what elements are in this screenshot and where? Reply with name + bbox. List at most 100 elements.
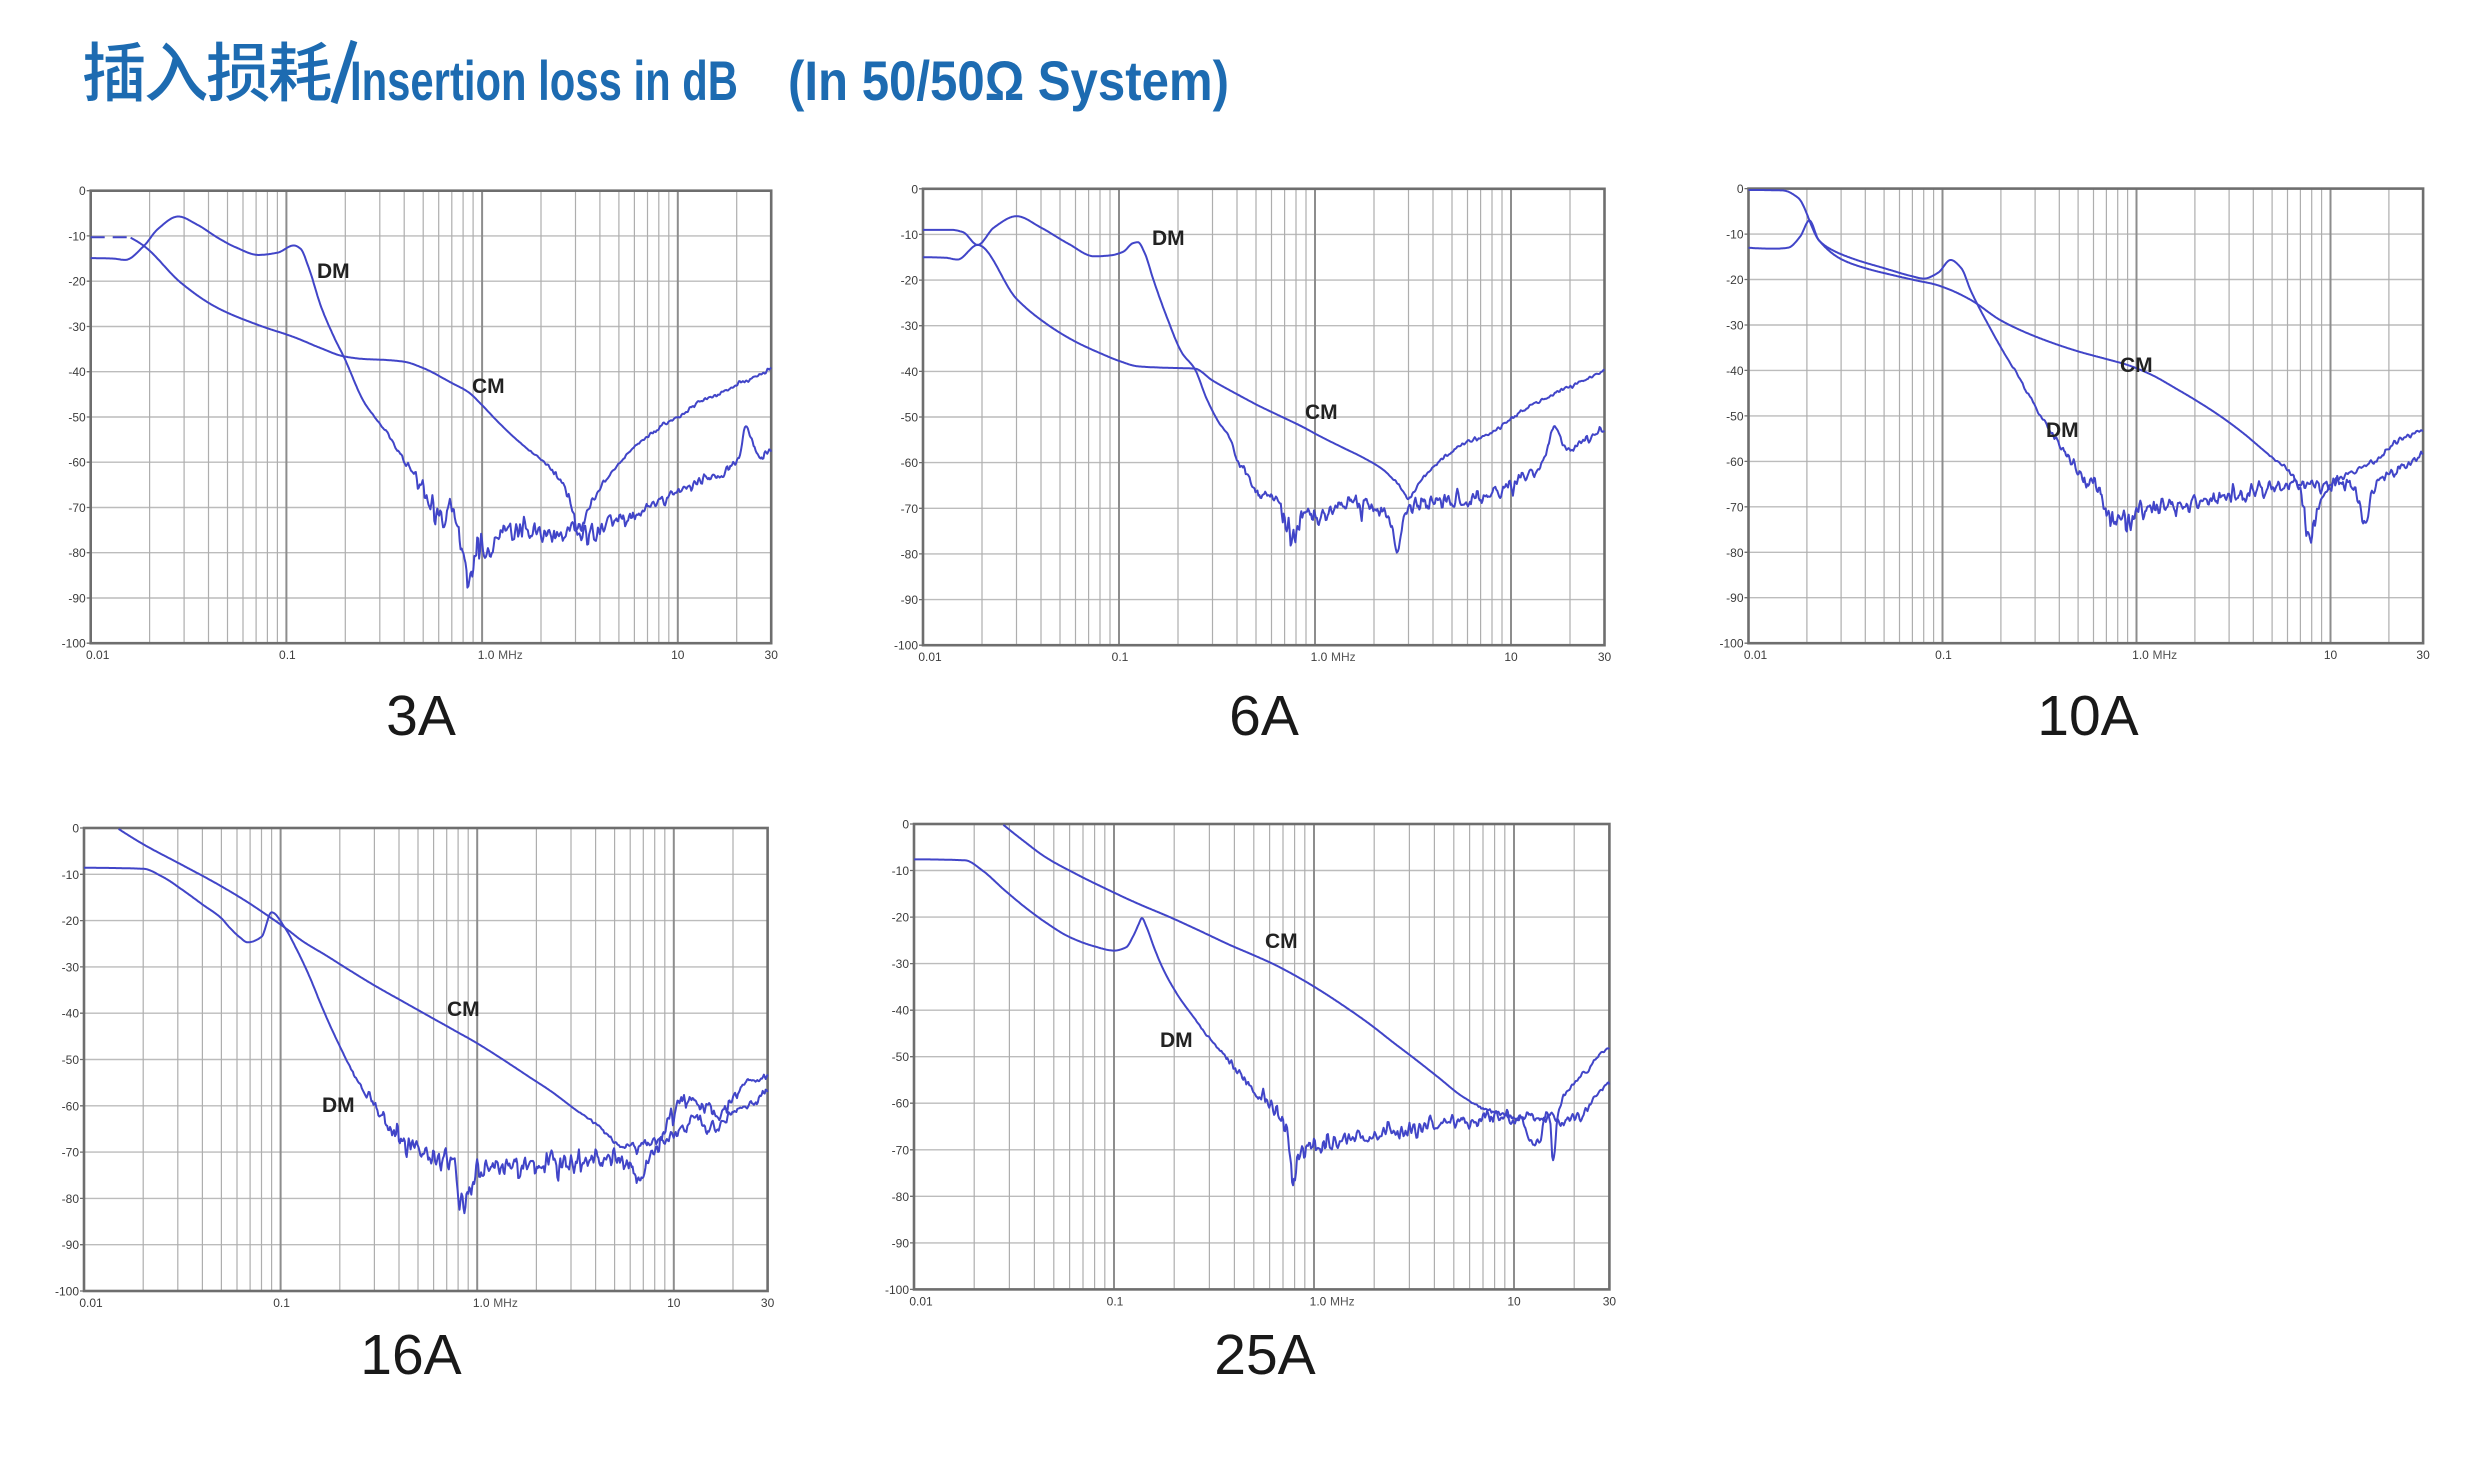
svg-text:-100: -100 (885, 1283, 909, 1297)
svg-text:0.01: 0.01 (86, 648, 110, 662)
svg-text:-40: -40 (1726, 364, 1744, 378)
svg-text:-10: -10 (68, 229, 86, 243)
svg-text:-70: -70 (901, 502, 919, 516)
svg-text:(In 50/50Ω System): (In 50/50Ω System) (788, 49, 1229, 112)
svg-text:MHz: MHz (493, 1296, 518, 1310)
svg-text:10: 10 (671, 648, 685, 662)
svg-text:-100: -100 (1719, 637, 1743, 651)
svg-text:10: 10 (2324, 648, 2338, 662)
svg-text:DM: DM (2046, 419, 2079, 442)
svg-text:DM: DM (1160, 1029, 1193, 1052)
svg-text:1.0: 1.0 (478, 648, 495, 662)
svg-text:-70: -70 (892, 1143, 910, 1157)
svg-text:-60: -60 (892, 1097, 910, 1111)
svg-text:10: 10 (667, 1296, 681, 1310)
svg-text:16A: 16A (360, 1323, 461, 1387)
svg-text:MHz: MHz (2153, 648, 2178, 662)
svg-text:CM: CM (2120, 354, 2153, 377)
svg-text:-60: -60 (62, 1099, 80, 1113)
svg-text:25A: 25A (1214, 1323, 1315, 1387)
svg-text:0.1: 0.1 (1107, 1294, 1124, 1308)
svg-text:0: 0 (79, 184, 86, 198)
svg-text:0: 0 (902, 818, 909, 832)
svg-text:10: 10 (1507, 1294, 1521, 1308)
svg-text:-100: -100 (55, 1285, 79, 1299)
svg-text:-10: -10 (62, 868, 80, 882)
svg-text:MHz: MHz (1331, 650, 1356, 664)
svg-text:DM: DM (317, 260, 350, 283)
svg-text:-10: -10 (1726, 228, 1744, 242)
svg-text:CM: CM (1265, 930, 1298, 953)
svg-text:-80: -80 (892, 1190, 910, 1204)
svg-text:-20: -20 (68, 275, 86, 289)
svg-text:10A: 10A (2037, 684, 2138, 748)
svg-text:-50: -50 (62, 1053, 80, 1067)
svg-text:MHz: MHz (1330, 1294, 1355, 1308)
svg-text:-50: -50 (892, 1050, 910, 1064)
svg-text:0.1: 0.1 (279, 648, 296, 662)
svg-text:-70: -70 (62, 1146, 80, 1160)
svg-text:-30: -30 (68, 320, 86, 334)
svg-text:0.01: 0.01 (1744, 648, 1768, 662)
svg-text:-80: -80 (62, 1192, 80, 1206)
svg-text:-10: -10 (901, 228, 919, 242)
svg-text:3A: 3A (386, 684, 456, 748)
svg-text:-10: -10 (892, 864, 910, 878)
svg-text:-40: -40 (62, 1007, 80, 1021)
svg-text:-20: -20 (892, 911, 910, 925)
svg-text:-90: -90 (1726, 591, 1744, 605)
svg-text:0: 0 (1737, 182, 1744, 196)
svg-text:CM: CM (1305, 401, 1338, 424)
svg-text:-30: -30 (62, 960, 80, 974)
svg-text:30: 30 (1598, 650, 1612, 664)
svg-text:-60: -60 (1726, 455, 1744, 469)
svg-text:30: 30 (765, 648, 779, 662)
svg-text:-20: -20 (1726, 273, 1744, 287)
svg-text:30: 30 (2416, 648, 2430, 662)
svg-text:10: 10 (1504, 650, 1518, 664)
svg-text:CM: CM (472, 375, 505, 398)
svg-text:-60: -60 (901, 456, 919, 470)
svg-text:1.0: 1.0 (1311, 650, 1328, 664)
svg-text:0.1: 0.1 (273, 1296, 290, 1310)
svg-text:MHz: MHz (498, 648, 523, 662)
svg-text:1.0: 1.0 (2132, 648, 2149, 662)
svg-text:-100: -100 (894, 639, 918, 653)
svg-text:-90: -90 (892, 1236, 910, 1250)
svg-text:-80: -80 (68, 546, 86, 560)
svg-text:CM: CM (447, 998, 480, 1021)
svg-text:30: 30 (1603, 1294, 1617, 1308)
svg-text:-30: -30 (892, 957, 910, 971)
svg-text:-40: -40 (892, 1004, 910, 1018)
svg-text:0.1: 0.1 (1935, 648, 1952, 662)
svg-text:-90: -90 (901, 593, 919, 607)
svg-text:-90: -90 (62, 1238, 80, 1252)
svg-text:-60: -60 (68, 456, 86, 470)
svg-text:-70: -70 (1726, 500, 1744, 514)
svg-text:-20: -20 (901, 274, 919, 288)
svg-text:-100: -100 (62, 637, 86, 651)
svg-text:-80: -80 (901, 547, 919, 561)
svg-text:-40: -40 (68, 365, 86, 379)
svg-text:0.01: 0.01 (918, 650, 942, 664)
svg-text:1.0: 1.0 (1310, 1294, 1327, 1308)
svg-text:-50: -50 (1726, 409, 1744, 423)
svg-text:-50: -50 (68, 411, 86, 425)
svg-text:-50: -50 (901, 411, 919, 425)
svg-text:-70: -70 (68, 501, 86, 515)
svg-text:-20: -20 (62, 914, 80, 928)
svg-text:DM: DM (322, 1094, 355, 1117)
svg-text:-40: -40 (901, 365, 919, 379)
svg-text:0.1: 0.1 (1112, 650, 1129, 664)
svg-text:0: 0 (911, 182, 918, 196)
svg-text:1.0: 1.0 (473, 1296, 490, 1310)
svg-text:Insertion loss in dB: Insertion loss in dB (350, 49, 738, 112)
svg-text:-30: -30 (1726, 319, 1744, 333)
svg-text:-80: -80 (1726, 546, 1744, 560)
svg-text:-90: -90 (68, 592, 86, 606)
svg-text:DM: DM (1152, 227, 1185, 250)
svg-text:0: 0 (72, 822, 79, 836)
svg-text:0.01: 0.01 (909, 1294, 933, 1308)
svg-text:-30: -30 (901, 319, 919, 333)
svg-text:30: 30 (761, 1296, 775, 1310)
